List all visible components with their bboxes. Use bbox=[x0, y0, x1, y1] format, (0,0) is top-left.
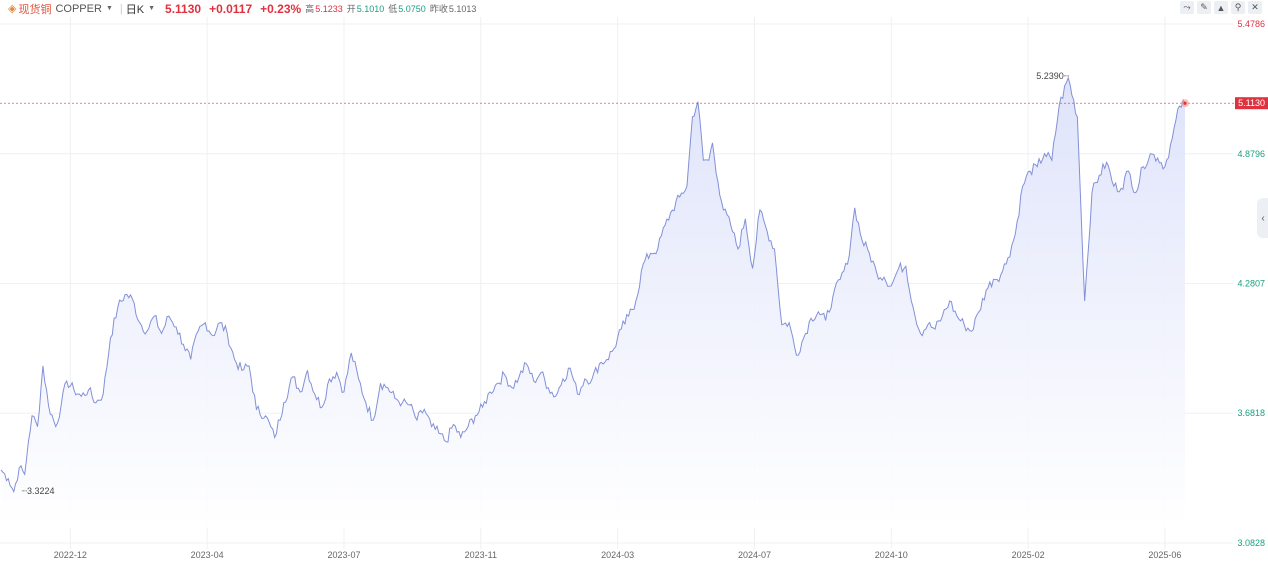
chevron-down-icon[interactable]: ▼ bbox=[105, 5, 113, 12]
divider: | bbox=[119, 2, 123, 15]
x-tick-label: 2025-06 bbox=[1148, 550, 1181, 560]
period-select[interactable]: 日K bbox=[125, 3, 145, 16]
y-tick-label: 4.2807 bbox=[1237, 279, 1265, 289]
prev-close-label: 昨收 bbox=[429, 4, 448, 14]
low-value: 5.0750 bbox=[398, 3, 426, 14]
price-change: +0.0117 bbox=[209, 1, 253, 16]
draw-icon[interactable]: ✎ bbox=[1197, 1, 1211, 14]
current-price-tag: 5.1130 bbox=[1235, 97, 1268, 110]
x-axis: 2022-12 2023-04 2023-07 2023-11 2024-03 2024-… bbox=[54, 550, 1182, 560]
price-tag-bg bbox=[1235, 97, 1268, 110]
y-tick-label: 4.8796 bbox=[1237, 149, 1265, 159]
pin-icon[interactable]: ⚲ bbox=[1231, 1, 1245, 14]
chevron-left-icon[interactable]: ‹ bbox=[1257, 198, 1268, 238]
y-tick-label: 3.6818 bbox=[1237, 408, 1265, 418]
chart-tools: ⤳ ✎ ▲ ⚲ ✕ bbox=[1180, 1, 1262, 14]
chevron-down-icon[interactable]: ▼ bbox=[148, 5, 156, 12]
x-tick-label: 2023-04 bbox=[191, 550, 224, 560]
open-label: 开 bbox=[346, 4, 356, 14]
price-area bbox=[1, 77, 1185, 528]
price-line bbox=[0, 76, 1186, 494]
annotations: ┈3.3224 5.2390┈ bbox=[22, 71, 1070, 496]
last-price-dot-core bbox=[1183, 101, 1187, 105]
x-tick-label: 2024-10 bbox=[875, 550, 908, 560]
low-label: 低 bbox=[388, 4, 398, 14]
x-tick-label: 2023-07 bbox=[327, 550, 360, 560]
mountain-chart-icon[interactable]: ▲ bbox=[1214, 1, 1228, 14]
x-tick-label: 2023-11 bbox=[465, 550, 497, 560]
high-label: 高 bbox=[305, 4, 315, 14]
x-tick-label: 2024-03 bbox=[601, 550, 634, 560]
high-annotation: 5.2390┈ bbox=[1036, 71, 1070, 81]
line-chart-icon[interactable]: ⤳ bbox=[1180, 1, 1194, 14]
instrument-name[interactable]: 现货铜 bbox=[18, 3, 52, 16]
price-change-pct: +0.23% bbox=[260, 1, 302, 16]
y-tick-label: 3.0828 bbox=[1237, 538, 1265, 548]
y-axis: 5.4786 4.8796 4.2807 3.6818 3.0828 bbox=[1237, 19, 1265, 548]
copper-icon: ◈ bbox=[8, 3, 17, 15]
price-tag-label: 5.1130 bbox=[1238, 98, 1265, 108]
current-price: 5.1130 bbox=[165, 1, 202, 16]
header-toolbar: ◈ 现货铜 COPPER ▼ | 日K ▼ 5.1130 +0.0117 +0.… bbox=[0, 0, 1268, 17]
instrument-code[interactable]: COPPER bbox=[55, 2, 102, 15]
high-value: 5.1233 bbox=[315, 3, 343, 14]
close-icon[interactable]: ✕ bbox=[1248, 1, 1262, 14]
x-tick-label: 2024-07 bbox=[738, 550, 771, 560]
x-tick-label: 2022-12 bbox=[54, 550, 87, 560]
open-value: 5.1010 bbox=[356, 3, 385, 14]
x-tick-label: 2025-02 bbox=[1012, 550, 1045, 560]
low-annotation: ┈3.3224 bbox=[22, 486, 55, 496]
y-tick-label: 5.4786 bbox=[1237, 19, 1265, 29]
prev-close-value: 5.1013 bbox=[448, 3, 477, 14]
